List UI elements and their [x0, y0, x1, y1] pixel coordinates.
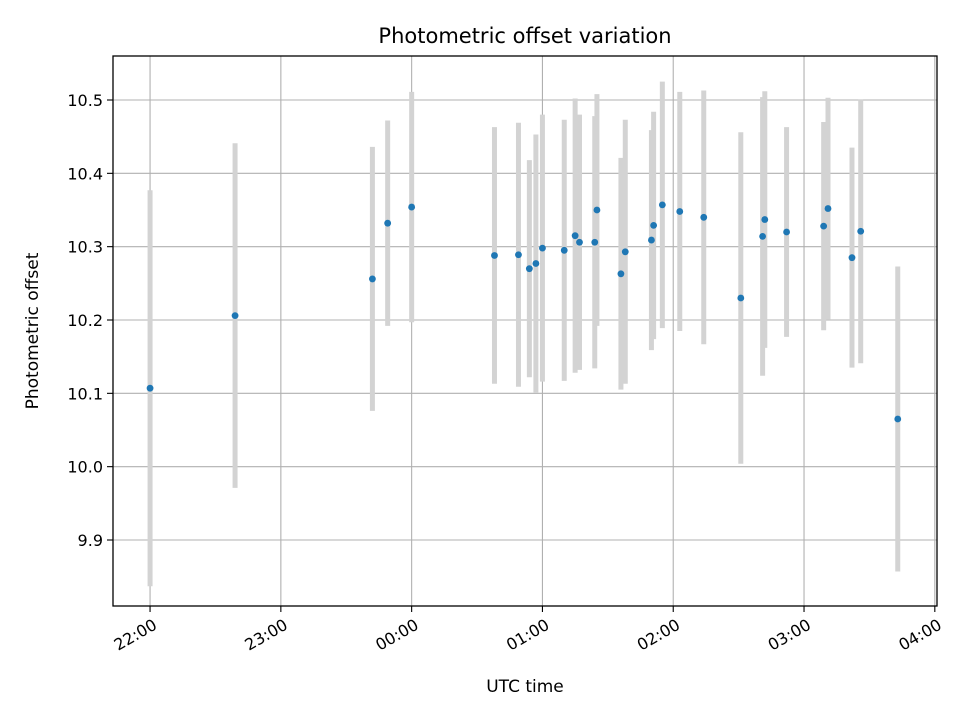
data-point — [532, 260, 540, 267]
x-tick-label: 22:00 — [111, 615, 160, 655]
data-points — [146, 201, 902, 423]
data-point — [576, 238, 583, 246]
data-point — [676, 208, 684, 215]
data-point — [848, 254, 856, 262]
data-point — [591, 238, 599, 246]
data-point — [621, 248, 629, 256]
axis-ticks: 22:00 23:00 00:00 01:00 02:00 03:00 04:00 9.9 10… — [67, 91, 944, 655]
data-point — [571, 232, 579, 240]
data-point — [783, 228, 790, 236]
x-tick-label: 02:00 — [634, 615, 683, 655]
data-point — [369, 275, 376, 283]
y-tick-label: 10.4 — [67, 164, 103, 183]
data-point — [820, 222, 828, 230]
data-point — [384, 219, 392, 227]
data-point — [525, 265, 533, 273]
data-point — [593, 206, 601, 214]
y-tick-label: 10.5 — [67, 91, 103, 110]
x-axis-title: UTC time — [486, 677, 564, 697]
data-point — [650, 222, 658, 229]
x-tick-label: 00:00 — [372, 615, 421, 655]
data-point — [761, 216, 769, 223]
y-axis-title: Photometric offset — [23, 252, 43, 409]
grid — [113, 56, 937, 606]
x-tick-label: 23:00 — [241, 615, 290, 655]
y-tick-label: 9.9 — [78, 531, 103, 550]
data-point — [617, 270, 625, 278]
y-tick-label: 10.1 — [67, 384, 103, 403]
y-tick-label: 10.0 — [67, 458, 103, 477]
data-point — [231, 312, 239, 319]
data-point — [700, 213, 708, 221]
y-tick-label: 10.3 — [67, 238, 103, 257]
data-point — [857, 227, 865, 235]
data-point — [658, 201, 666, 209]
y-tick-label: 10.2 — [67, 311, 103, 330]
x-tick-label: 04:00 — [895, 615, 944, 655]
plot-frame — [112, 55, 938, 607]
data-point — [146, 384, 154, 392]
chart-title: Photometric offset variation — [378, 24, 671, 48]
error-bars — [147, 81, 901, 587]
data-point — [648, 236, 655, 244]
data-point — [408, 203, 416, 211]
data-point — [759, 233, 767, 240]
data-point — [824, 205, 832, 212]
data-point — [894, 415, 902, 423]
data-point — [737, 294, 745, 302]
x-tick-label: 03:00 — [765, 615, 814, 655]
x-tick-label: 01:00 — [503, 615, 552, 655]
data-point — [560, 246, 568, 254]
data-point — [539, 244, 546, 252]
data-point — [491, 252, 498, 259]
data-point — [515, 251, 522, 259]
